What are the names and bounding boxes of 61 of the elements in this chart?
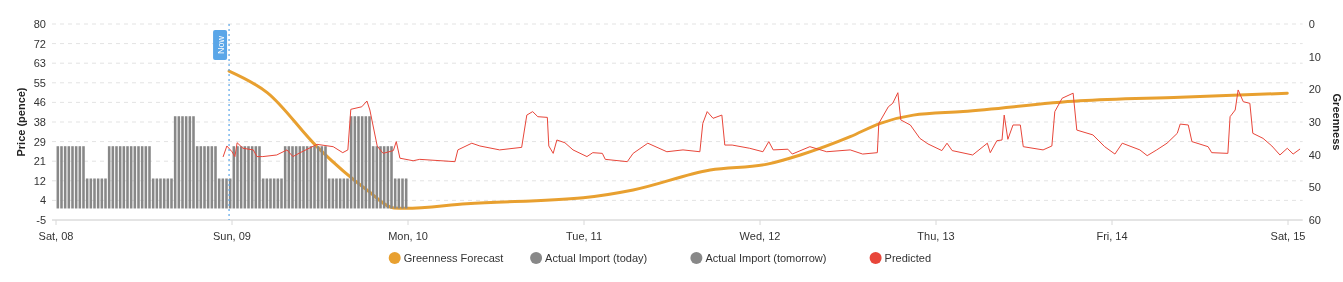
y2-tick-label: 40 — [1308, 148, 1321, 161]
y-tick-label: 4 — [39, 194, 46, 207]
x-tick-label: Sun, 09 — [213, 230, 251, 242]
x-tick-label: Sat, 08 — [38, 230, 74, 242]
y-tick-label: 21 — [33, 155, 46, 168]
y-tick-label: 55 — [33, 76, 46, 89]
bar — [335, 178, 338, 209]
y-tick-label: 12 — [33, 174, 46, 187]
y2-tick-label: 30 — [1308, 116, 1321, 128]
x-tick-label: Fri, 14 — [1096, 230, 1128, 242]
y2-axis-title: Greenness — [1331, 93, 1343, 151]
bar — [214, 146, 217, 209]
x-tick-label: Wed, 12 — [739, 230, 781, 242]
x-tick-label: Tue, 11 — [565, 230, 603, 242]
bar — [247, 146, 250, 209]
bar — [291, 146, 294, 209]
bar — [115, 146, 118, 209]
legend-label: Actual Import (tomorrow) — [705, 252, 827, 264]
bar — [390, 146, 393, 209]
y2-tick-label: 10 — [1308, 50, 1321, 63]
y-tick-label: 38 — [33, 116, 46, 128]
ref-line-label: Now — [216, 35, 227, 55]
y2-tick-label: 60 — [1308, 214, 1321, 226]
y-tick-label: 29 — [33, 135, 46, 148]
bar — [236, 146, 239, 209]
bar — [379, 146, 382, 209]
bar — [313, 146, 316, 209]
bar — [159, 178, 162, 209]
y-tick-label: 46 — [33, 96, 46, 109]
bar — [302, 146, 305, 209]
bar — [181, 116, 184, 209]
bar — [71, 146, 74, 209]
bar — [368, 116, 371, 209]
bar — [137, 146, 140, 209]
bar — [225, 178, 228, 209]
bar — [148, 146, 151, 209]
y2-tick-label: 50 — [1308, 181, 1321, 194]
y2-tick-label: 20 — [1308, 83, 1321, 96]
x-tick-label: Thu, 13 — [917, 230, 955, 242]
bar — [203, 146, 206, 209]
bar — [401, 178, 404, 209]
y-tick-label: -5 — [36, 214, 46, 226]
legend-label: Predicted — [884, 252, 932, 264]
bar — [93, 178, 96, 209]
x-tick-label: Sat, 15 — [1270, 230, 1306, 242]
bar — [269, 178, 272, 209]
bar — [357, 116, 360, 209]
legend-label: Actual Import (today) — [545, 252, 648, 264]
y-axis-title: Price (pence) — [15, 87, 27, 157]
y2-tick-label: 0 — [1308, 18, 1315, 30]
y-tick-label: 72 — [33, 37, 46, 50]
bar — [324, 146, 327, 209]
y-tick-label: 63 — [33, 57, 46, 70]
legend-label: Greenness Forecast — [403, 252, 504, 264]
bar — [258, 146, 261, 209]
bar — [126, 146, 129, 209]
bar — [82, 146, 85, 209]
x-tick-label: Mon, 10 — [388, 230, 428, 242]
bar — [60, 146, 63, 209]
bar — [192, 116, 195, 209]
y-tick-label: 80 — [33, 18, 46, 30]
